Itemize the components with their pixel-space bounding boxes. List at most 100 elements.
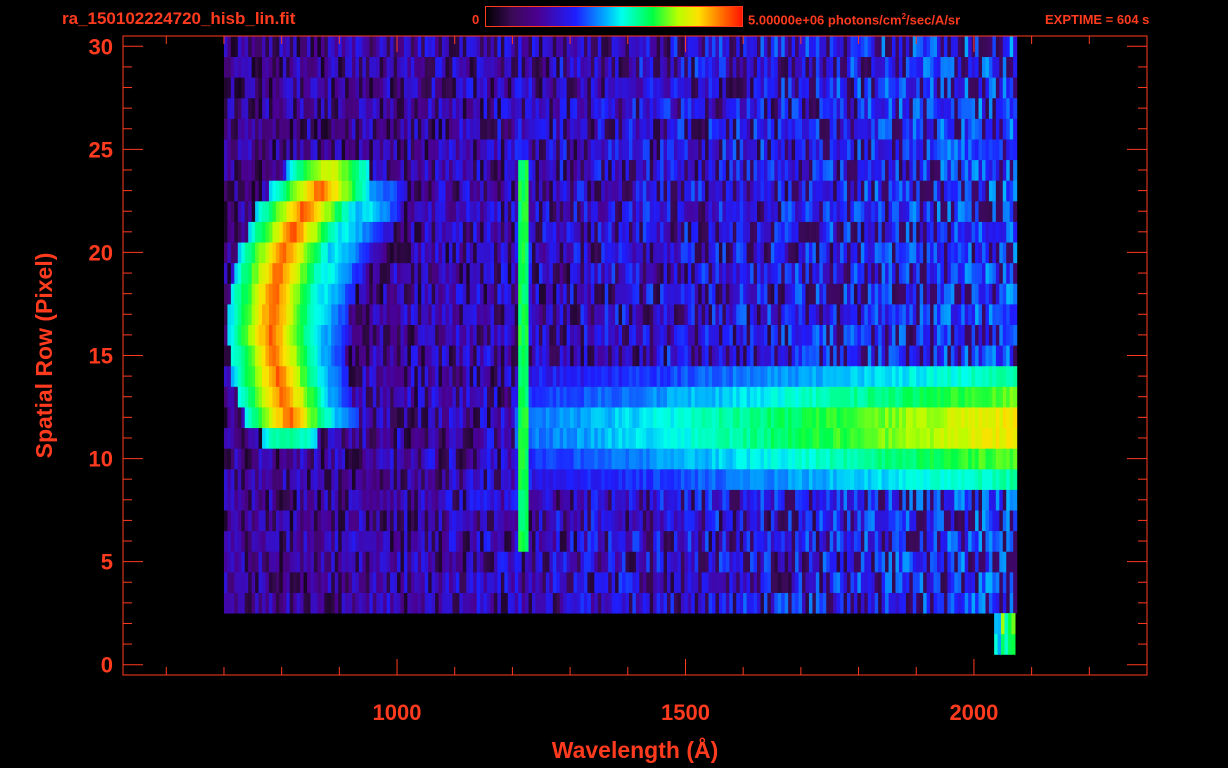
- heatmap-cell: [414, 180, 419, 202]
- heatmap-cell: [649, 159, 654, 181]
- heatmap-cell: [926, 262, 931, 284]
- heatmap-cell: [705, 448, 710, 470]
- heatmap-cell: [885, 262, 890, 284]
- heatmap-cell: [653, 200, 658, 222]
- heatmap-cell: [459, 530, 464, 552]
- heatmap-cell: [808, 551, 813, 573]
- heatmap-cell: [469, 386, 474, 408]
- heatmap-cell: [608, 200, 613, 222]
- heatmap-cell: [376, 262, 381, 284]
- heatmap-cell: [1002, 303, 1007, 325]
- heatmap-cell: [497, 180, 502, 202]
- heatmap-cell: [763, 365, 768, 387]
- heatmap-cell: [480, 180, 485, 202]
- heatmap-cell: [628, 365, 634, 387]
- heatmap-cell: [542, 489, 547, 511]
- heatmap-cell: [397, 510, 402, 532]
- heatmap-cell: [272, 407, 277, 429]
- heatmap-cell: [857, 221, 862, 243]
- heatmap-cell: [493, 242, 499, 264]
- heatmap-cell: [767, 386, 772, 408]
- heatmap-cell: [469, 530, 474, 552]
- heatmap-cell: [442, 242, 447, 264]
- heatmap-cell: [476, 242, 481, 264]
- heatmap-cell: [805, 571, 810, 593]
- heatmap-cell: [348, 592, 353, 614]
- heatmap-cell: [840, 489, 845, 511]
- heatmap-cell: [767, 427, 772, 449]
- heatmap-cell: [646, 386, 651, 408]
- heatmap-cell: [331, 345, 336, 367]
- heatmap-cell: [442, 180, 447, 202]
- heatmap-cell: [937, 510, 942, 532]
- heatmap-cell: [473, 283, 478, 305]
- heatmap-cell: [428, 324, 433, 346]
- heatmap-cell: [808, 530, 813, 552]
- heatmap-cell: [819, 365, 824, 387]
- heatmap-cell: [490, 283, 495, 305]
- heatmap-cell: [968, 468, 973, 490]
- heatmap-cell: [625, 448, 630, 470]
- exptime-label: EXPTIME = 604 s: [1045, 12, 1150, 27]
- heatmap-cell: [739, 283, 744, 305]
- heatmap-cell: [757, 571, 762, 593]
- heatmap-cell: [390, 200, 395, 222]
- heatmap-cell: [594, 242, 599, 264]
- heatmap-cell: [445, 345, 450, 367]
- heatmap-cell: [725, 345, 730, 367]
- heatmap-cell: [493, 159, 499, 181]
- heatmap-cell: [961, 262, 966, 284]
- heatmap-cell: [923, 427, 928, 449]
- heatmap-cell: [487, 448, 492, 470]
- heatmap-cell: [577, 489, 582, 511]
- heatmap-cell: [954, 324, 959, 346]
- heatmap-cell: [812, 427, 817, 449]
- heatmap-cell: [701, 345, 706, 367]
- heatmap-cell: [244, 592, 249, 614]
- heatmap-cell: [511, 530, 516, 552]
- heatmap-cell: [414, 448, 419, 470]
- heatmap-cell: [950, 303, 955, 325]
- heatmap-cell: [435, 551, 440, 573]
- heatmap-cell: [286, 324, 291, 346]
- heatmap-cell: [241, 159, 246, 181]
- heatmap-cell: [320, 407, 325, 429]
- heatmap-cell: [355, 386, 360, 408]
- heatmap-cell: [327, 386, 332, 408]
- heatmap-cell: [334, 303, 339, 325]
- heatmap-cell: [466, 489, 471, 511]
- heatmap-cell: [767, 407, 772, 429]
- heatmap-cell: [850, 283, 855, 305]
- heatmap-cell: [615, 303, 620, 325]
- heatmap-cell: [964, 262, 969, 284]
- heatmap-cell: [656, 242, 661, 264]
- heatmap-cell: [282, 221, 287, 243]
- heatmap-cell: [656, 324, 661, 346]
- heatmap-cell: [843, 283, 848, 305]
- heatmap-cell: [414, 324, 419, 346]
- heatmap-cell: [628, 427, 634, 449]
- heatmap-cell: [345, 592, 350, 614]
- heatmap-cell: [556, 448, 561, 470]
- heatmap-cell: [608, 427, 613, 449]
- heatmap-cell: [964, 510, 969, 532]
- heatmap-cell: [857, 407, 862, 429]
- heatmap-cell: [244, 489, 249, 511]
- heatmap-cell: [573, 365, 578, 387]
- heatmap-cell: [885, 407, 890, 429]
- heatmap-cell: [670, 551, 675, 573]
- heatmap-cell: [708, 200, 713, 222]
- heatmap-cell: [860, 365, 865, 387]
- heatmap-cell: [802, 262, 807, 284]
- heatmap-cell: [905, 386, 910, 408]
- heatmap-cell: [407, 180, 412, 202]
- heatmap-cell: [338, 386, 343, 408]
- heatmap-cell: [795, 530, 800, 552]
- heatmap-cell: [757, 468, 762, 490]
- heatmap-cell: [552, 407, 557, 429]
- heatmap-cell: [667, 489, 672, 511]
- heatmap-cell: [729, 345, 734, 367]
- heatmap-cell: [660, 242, 665, 264]
- heatmap-cell: [525, 530, 530, 552]
- heatmap-cell: [611, 324, 616, 346]
